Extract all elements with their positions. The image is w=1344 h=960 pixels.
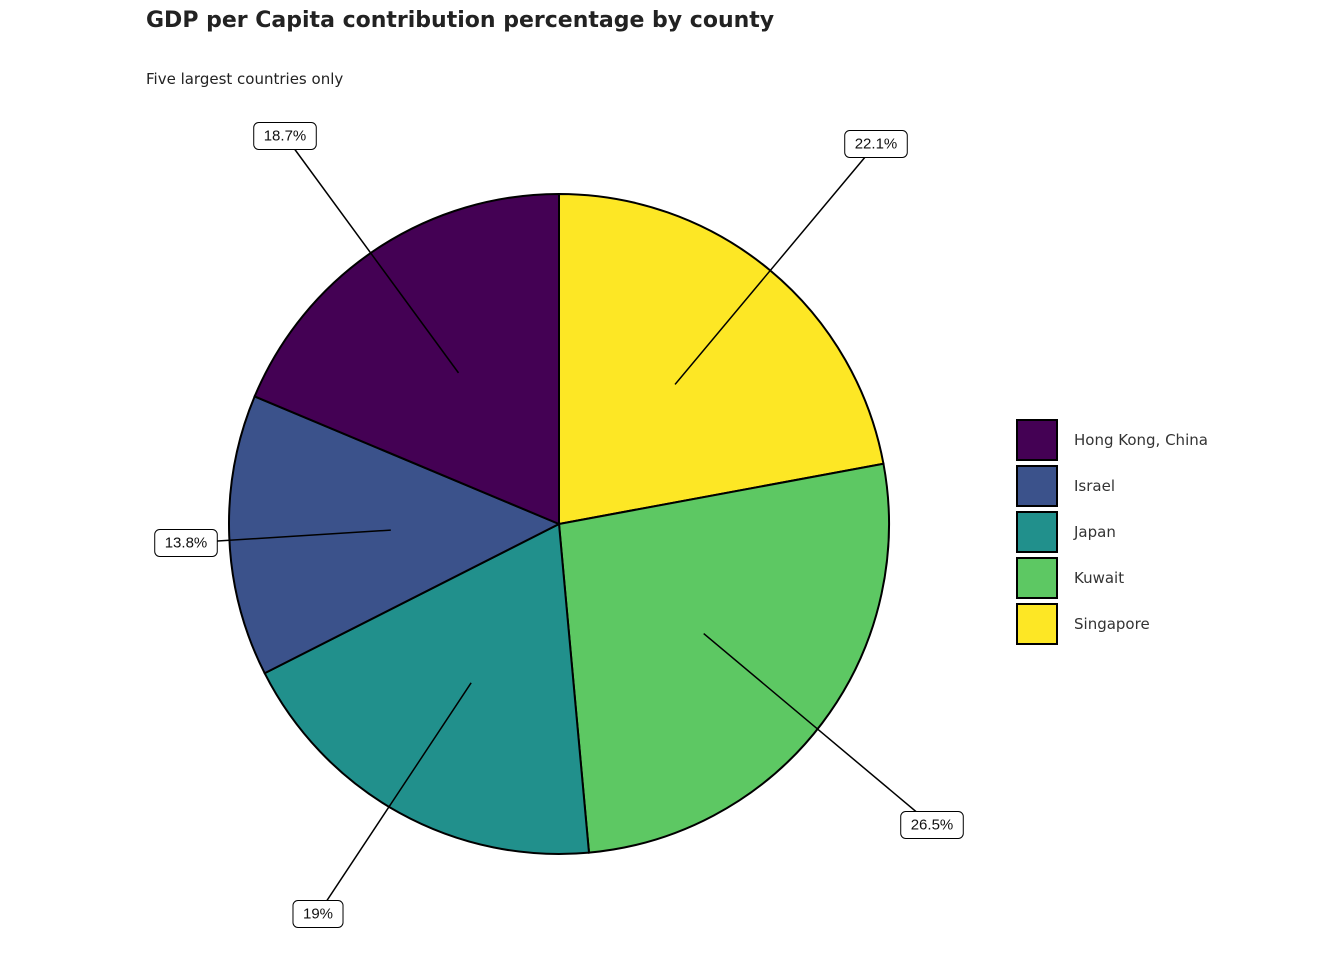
slice-labels: 22.1% 26.5% 19% 13.8% 18.7%	[154, 122, 964, 928]
slice-label: 26.5%	[900, 811, 964, 839]
pie-slice-israel	[228, 395, 562, 675]
slice-label: 13.8%	[154, 529, 218, 557]
legend-label: Singapore	[1074, 615, 1150, 633]
legend-item-singapore: Singapore	[1016, 601, 1208, 647]
slice-label: 18.7%	[253, 122, 317, 150]
slice-label-box	[253, 122, 317, 150]
legend-item-israel: Israel	[1016, 463, 1208, 509]
legend-swatch	[1016, 465, 1058, 507]
pie-slice-japan	[263, 522, 591, 855]
slice-label-text: 22.1%	[855, 136, 898, 153]
slice-label: 22.1%	[844, 130, 908, 158]
legend-label: Kuwait	[1074, 569, 1125, 587]
slice-label-text: 19%	[303, 906, 333, 923]
chart-title: GDP per Capita contribution percentage b…	[146, 8, 775, 33]
slice-label-text: 18.7%	[264, 128, 307, 145]
legend-label: Japan	[1074, 523, 1116, 541]
leader-line	[185, 529, 391, 544]
legend-label: Hong Kong, China	[1074, 431, 1208, 449]
legend-swatch	[1016, 511, 1058, 553]
slice-label-box	[154, 529, 218, 557]
slice-label-text: 13.8%	[165, 535, 208, 552]
label-leader-lines	[185, 135, 933, 915]
slice-label: 19%	[292, 900, 344, 928]
leader-line	[317, 682, 472, 915]
slice-label-box	[844, 130, 908, 158]
legend-item-kuwait: Kuwait	[1016, 555, 1208, 601]
legend: Hong Kong, China Israel Japan Kuwait Sin…	[1016, 417, 1208, 647]
pie-slices	[228, 192, 890, 855]
legend-swatch	[1016, 557, 1058, 599]
pie-slice-kuwait	[557, 462, 890, 854]
leader-line	[674, 143, 877, 385]
chart-subtitle: Five largest countries only	[146, 70, 344, 88]
legend-label: Israel	[1074, 477, 1115, 495]
legend-item-hong-kong-china: Hong Kong, China	[1016, 417, 1208, 463]
legend-swatch	[1016, 603, 1058, 645]
leader-line	[703, 632, 933, 826]
slice-label-text: 26.5%	[911, 817, 954, 834]
legend-swatch	[1016, 419, 1058, 461]
slice-label-box	[900, 811, 964, 839]
legend-item-japan: Japan	[1016, 509, 1208, 555]
leader-line	[284, 135, 460, 374]
slice-label-box	[292, 900, 344, 928]
pie-slice-hong-kong-china	[253, 192, 560, 526]
